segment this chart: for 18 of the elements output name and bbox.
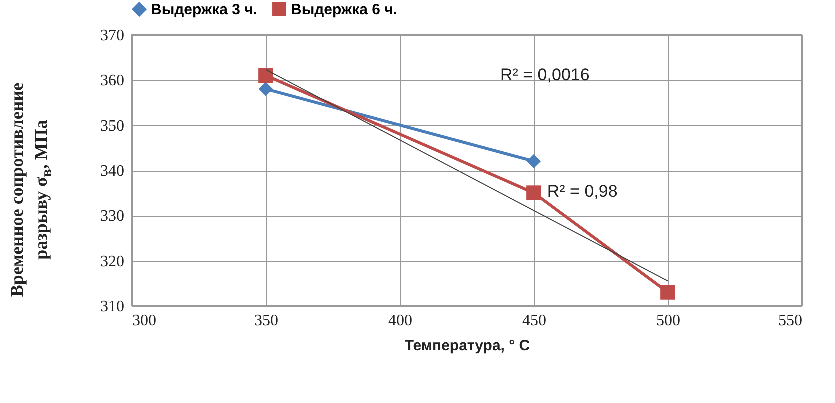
x-tick-label: 450: [522, 312, 546, 330]
legend-label: Выдержка 3 ч.: [151, 2, 258, 19]
annotation: R² = 0,0016: [500, 66, 590, 85]
x-tick-label: 500: [656, 312, 680, 330]
annotation: R² = 0,98: [547, 182, 618, 202]
y-tick-label: 310: [100, 298, 124, 316]
y-tick-label: 340: [100, 163, 124, 180]
legend-label: Выдержка 6 ч.: [291, 2, 398, 19]
y-tick-label: 320: [100, 253, 124, 270]
x-tick-label: 350: [254, 312, 278, 330]
y-tick-label: 360: [100, 72, 124, 90]
x-tick-label: 300: [132, 312, 156, 330]
y-tick-label: 330: [100, 208, 124, 226]
x-tick-label: 400: [388, 312, 412, 330]
x-axis-title: Температура, ° C: [404, 338, 530, 354]
y-tick-label: 370: [100, 28, 124, 44]
y-tick-label: 350: [100, 118, 124, 135]
x-tick-label: 550: [778, 312, 802, 330]
